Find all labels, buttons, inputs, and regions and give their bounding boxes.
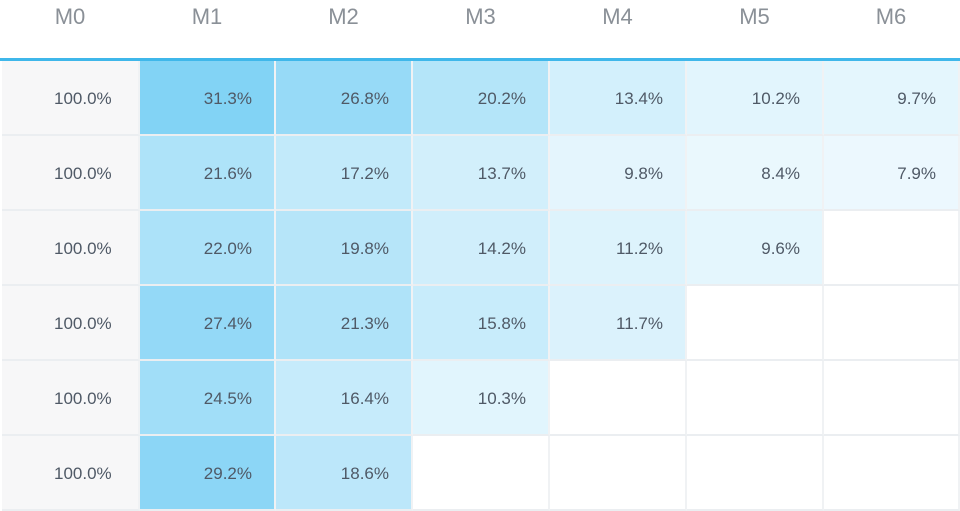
cell-r3-m6: [824, 211, 960, 286]
cell-r4-m0: 100.0%: [2, 286, 140, 361]
column-header-m2: M2: [328, 4, 359, 29]
cell-r3-m0: 100.0%: [2, 211, 140, 286]
cell-r4-m1: 27.4%: [140, 286, 276, 361]
cell-r5-m3: 10.3%: [413, 361, 550, 436]
cell-r6-m6: [824, 436, 960, 511]
cell-r1-m2: 26.8%: [276, 61, 413, 136]
cell-r3-m3: 14.2%: [413, 211, 550, 286]
cell-r1-m0: 100.0%: [2, 61, 140, 136]
cell-r5-m2: 16.4%: [276, 361, 413, 436]
cell-r2-m5: 8.4%: [687, 136, 824, 211]
cell-r2-m3: 13.7%: [413, 136, 550, 211]
cell-r2-m0: 100.0%: [2, 136, 140, 211]
cell-r5-m1: 24.5%: [140, 361, 276, 436]
column-header-m6: M6: [875, 4, 907, 29]
cell-r6-m5: [687, 436, 824, 511]
column-header-row: M0 M1 M2 M3 M4 M5 M6: [0, 0, 960, 58]
column-header-m1: M1: [191, 4, 223, 29]
cell-r6-m3: [413, 436, 550, 511]
cell-r4-m5: [687, 286, 824, 361]
cell-r1-m6: 9.7%: [824, 61, 960, 136]
cell-r6-m4: [550, 436, 687, 511]
cell-r5-m0: 100.0%: [2, 361, 140, 436]
cell-r5-m5: [687, 361, 824, 436]
cell-r4-m6: [824, 286, 960, 361]
cell-r2-m6: 7.9%: [824, 136, 960, 211]
cell-r1-m5: 10.2%: [687, 61, 824, 136]
cell-r3-m4: 11.2%: [550, 211, 687, 286]
cell-r4-m2: 21.3%: [276, 286, 413, 361]
cell-r2-m2: 17.2%: [276, 136, 413, 211]
header-divider: [0, 58, 960, 61]
retention-heatmap: 100.0% 31.3% 26.8% 20.2% 13.4% 10.2% 9.7% 100.0…: [0, 61, 960, 511]
cell-r2-m4: 9.8%: [550, 136, 687, 211]
cell-r3-m5: 9.6%: [687, 211, 824, 286]
cell-r1-m1: 31.3%: [140, 61, 276, 136]
cell-r4-m4: 11.7%: [550, 286, 687, 361]
column-header-m3: M3: [465, 4, 496, 29]
cell-r6-m0: 100.0%: [2, 436, 140, 511]
cell-r1-m4: 13.4%: [550, 61, 687, 136]
column-header-m5: M5: [739, 4, 770, 29]
column-header-m0: M0: [54, 4, 86, 29]
cell-r3-m2: 19.8%: [276, 211, 413, 286]
cell-r1-m3: 20.2%: [413, 61, 550, 136]
cell-r4-m3: 15.8%: [413, 286, 550, 361]
cell-r5-m6: [824, 361, 960, 436]
cell-r6-m2: 18.6%: [276, 436, 413, 511]
cell-r5-m4: [550, 361, 687, 436]
cell-r6-m1: 29.2%: [140, 436, 276, 511]
cell-r2-m1: 21.6%: [140, 136, 276, 211]
column-header-m4: M4: [602, 4, 633, 29]
cell-r3-m1: 22.0%: [140, 211, 276, 286]
